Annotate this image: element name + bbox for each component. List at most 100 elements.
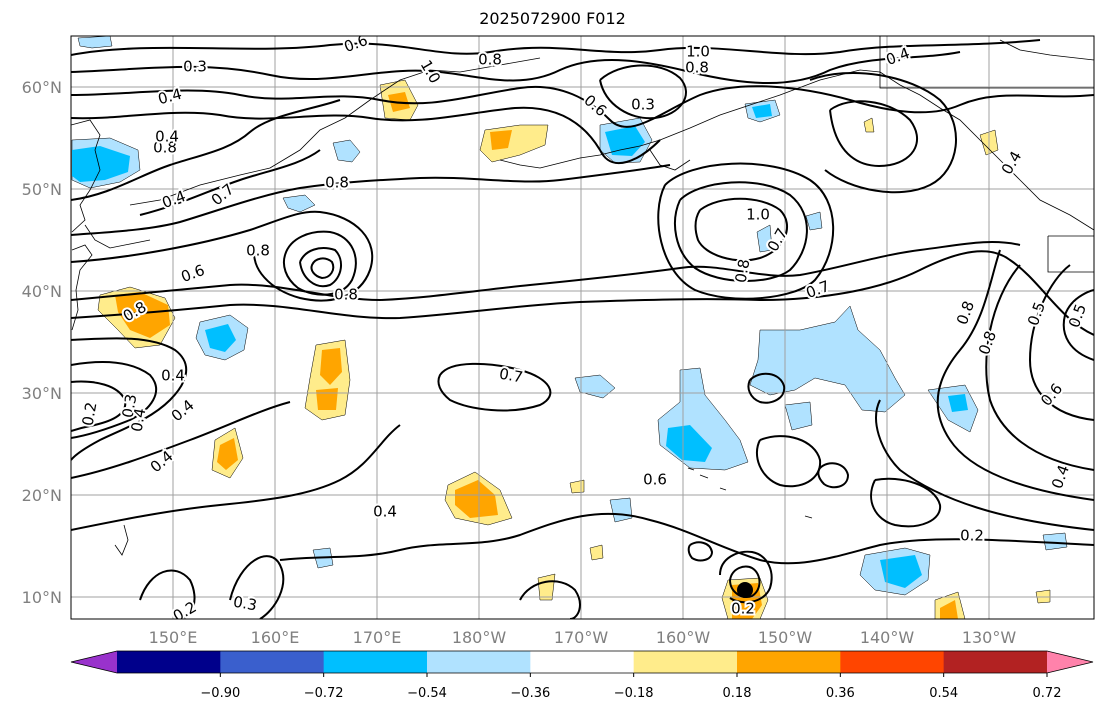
contour-label: 1.0 xyxy=(746,206,770,224)
contour-label: 0.8 xyxy=(953,299,978,328)
colorbar-outline xyxy=(70,650,1094,674)
contour-label: 0.6 xyxy=(1037,380,1066,410)
colorbar-tick-label: −0.54 xyxy=(407,686,447,701)
gridlines xyxy=(71,36,1094,619)
colorbar-tick-label: 0.36 xyxy=(826,686,855,701)
contour-label: 0.8 xyxy=(975,329,1000,358)
negative-shade xyxy=(752,104,772,118)
positive-shade xyxy=(320,348,342,385)
lon-label: 160°E xyxy=(251,628,300,647)
contour-label: 0.8 xyxy=(732,258,754,285)
colorbar-segment xyxy=(530,651,635,673)
latitude-labels: 60°N 50°N 40°N 30°N 20°N 10°N xyxy=(22,78,62,607)
negative-shade xyxy=(605,126,645,156)
contour-label: 0.8 xyxy=(685,59,709,77)
contour-label: 0.6 xyxy=(342,31,371,56)
shaded-anomalies xyxy=(71,36,1068,619)
contour-label: 0.3 xyxy=(631,96,655,114)
colorbar-tick-label: 0.72 xyxy=(1033,686,1062,701)
contour-label: 0.8 xyxy=(153,139,177,157)
lon-label: 140°W xyxy=(860,628,915,647)
colorbar-ticks: −0.90 −0.72 −0.54 −0.36 −0.18 0.18 0.36 0.54 0.7… xyxy=(200,673,1062,701)
colorbar-segment xyxy=(840,651,945,673)
negative-shade xyxy=(609,497,633,523)
center-marker xyxy=(737,582,753,598)
contour-label: 0.8 xyxy=(334,286,358,304)
contour-label: 0.7 xyxy=(804,277,833,302)
colorbar-segment xyxy=(943,651,1048,673)
negative-shade xyxy=(784,401,813,431)
negative-shade xyxy=(666,425,712,462)
contour-label: 0.4 xyxy=(128,407,150,434)
positive-shade xyxy=(455,480,498,518)
lat-label: 50°N xyxy=(22,180,62,199)
contour-label: 0.2 xyxy=(79,401,101,428)
contour-label: 0.6 xyxy=(179,261,208,286)
lat-label: 40°N xyxy=(22,282,62,301)
colorbar-segments xyxy=(71,651,1093,673)
colorbar-segment xyxy=(71,651,117,673)
contour-label: 0.6 xyxy=(643,471,667,489)
negative-shade xyxy=(805,211,823,231)
negative-shade xyxy=(282,194,316,213)
contour-label: 0.2 xyxy=(731,600,755,618)
colorbar-segment xyxy=(323,651,428,673)
positive-shade xyxy=(589,544,604,561)
contour-lines xyxy=(71,39,1094,619)
lon-label: 170°E xyxy=(353,628,402,647)
contour-label: 0.7 xyxy=(498,365,525,387)
coastlines xyxy=(71,36,1094,556)
contour-label: 0.4 xyxy=(161,367,185,385)
negative-shade xyxy=(756,224,773,253)
map-frame xyxy=(70,35,1095,620)
colorbar-tick-label: 0.18 xyxy=(723,686,752,701)
contour-label: 0.4 xyxy=(168,396,198,425)
colorbar-tick-label: −0.36 xyxy=(510,686,550,701)
colorbar-segment xyxy=(220,651,325,673)
colorbar-tick-label: 0.54 xyxy=(929,686,958,701)
positive-shade xyxy=(537,573,556,601)
positive-shade xyxy=(490,130,512,150)
colorbar-tick-label: −0.18 xyxy=(614,686,654,701)
contour-label: 0.8 xyxy=(325,174,349,192)
lon-label: 150°W xyxy=(758,628,813,647)
colorbar-segment xyxy=(117,651,221,673)
negative-shade xyxy=(1042,532,1068,551)
contour-label: 0.2 xyxy=(960,527,984,545)
negative-shade xyxy=(77,36,113,49)
colorbar-segment xyxy=(1047,651,1093,673)
contour-label: 0.3 xyxy=(232,593,259,615)
positive-shade xyxy=(940,600,958,619)
positive-shade xyxy=(217,438,238,470)
negative-shade xyxy=(880,555,922,588)
contour-label: 0.4 xyxy=(373,503,397,521)
negative-shade xyxy=(749,305,906,413)
contour-label: 1.0 xyxy=(417,57,445,87)
lon-label: 150°E xyxy=(149,628,198,647)
lat-label: 30°N xyxy=(22,384,62,403)
contour-label: 0.4 xyxy=(147,447,177,476)
contour-label: 0.8 xyxy=(246,242,270,260)
negative-shade xyxy=(332,139,361,163)
lon-label: 160°W xyxy=(656,628,711,647)
negative-shade xyxy=(205,324,236,352)
colorbar-segment xyxy=(427,651,531,673)
positive-shade xyxy=(115,292,170,338)
map-title: 2025072900 F012 xyxy=(479,9,626,28)
lat-label: 10°N xyxy=(22,588,62,607)
positive-shade xyxy=(316,388,338,410)
colorbar: −0.90 −0.72 −0.54 −0.36 −0.18 0.18 0.36 0.54 0.7… xyxy=(70,650,1094,701)
colorbar-tick-label: −0.72 xyxy=(304,686,344,701)
longitude-labels: 150°E 160°E 170°E 180°W 170°W 160°W 150°… xyxy=(149,628,1017,647)
lat-label: 60°N xyxy=(22,78,62,97)
negative-shade xyxy=(948,394,968,412)
positive-shade xyxy=(569,479,585,494)
contour-label: 1.0 xyxy=(686,43,710,61)
contour-label: 0.4 xyxy=(1048,463,1073,492)
contour-label: 0.4 xyxy=(998,148,1026,178)
positive-shade xyxy=(479,124,549,163)
contour-label: 0.5 xyxy=(1024,300,1049,329)
contour-label: 0.3 xyxy=(183,58,207,76)
lon-label: 180°W xyxy=(452,628,507,647)
